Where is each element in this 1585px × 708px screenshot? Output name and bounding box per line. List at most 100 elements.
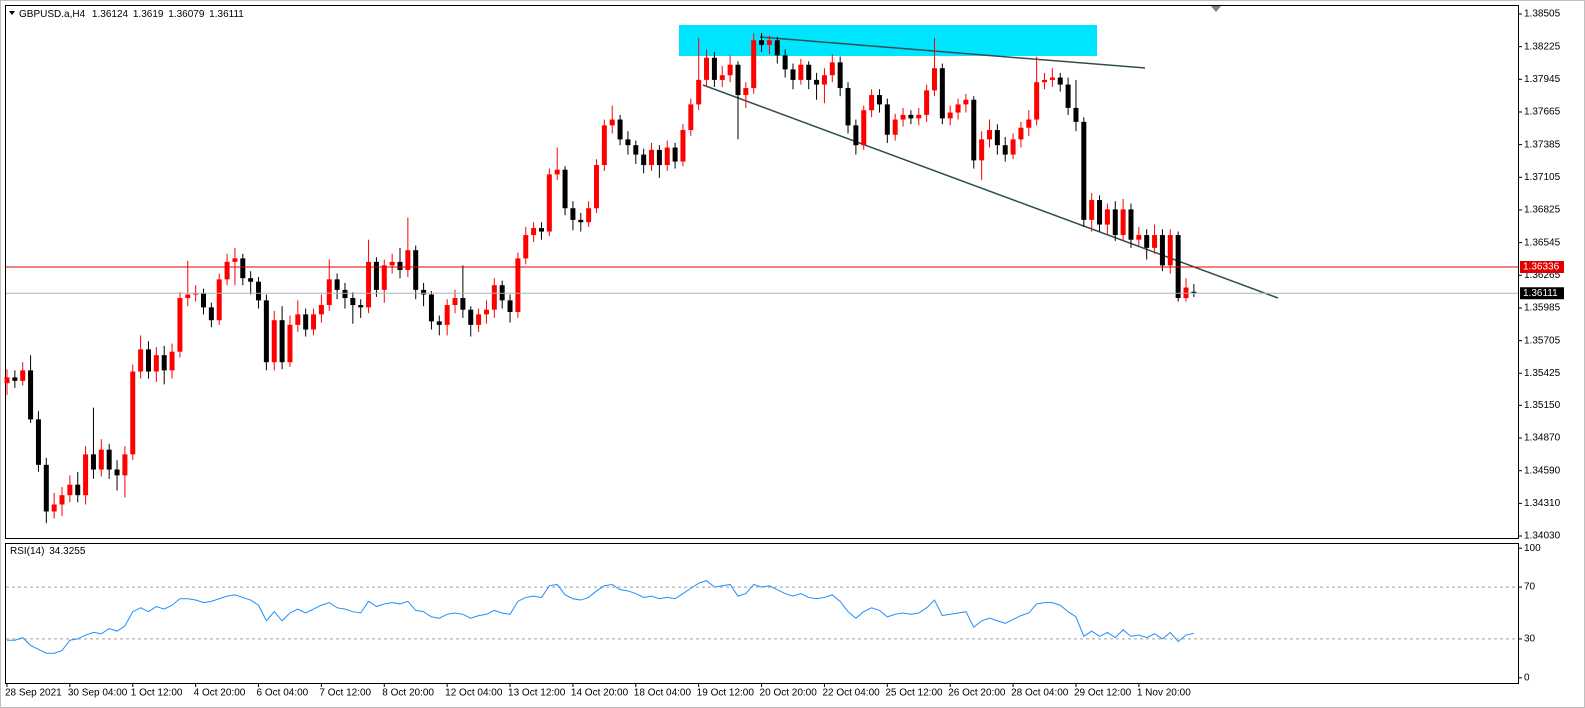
candle-body xyxy=(201,293,206,308)
candle-body xyxy=(1136,235,1142,240)
y-tick-label: 1.36265 xyxy=(1524,270,1561,281)
candle-body xyxy=(248,278,254,282)
x-tick-label: 28 Oct 04:00 xyxy=(1011,688,1069,699)
candle-body xyxy=(774,40,780,56)
candle-body xyxy=(358,305,364,308)
candle-body xyxy=(295,314,301,325)
candle-body xyxy=(963,99,969,105)
candle-body xyxy=(625,139,631,146)
candle-body xyxy=(507,300,513,313)
candle-body xyxy=(476,314,482,325)
candle-body xyxy=(798,64,804,80)
candle-body xyxy=(1081,121,1087,220)
candle-body xyxy=(641,154,647,166)
candle-body xyxy=(1034,82,1040,120)
candle-body xyxy=(311,314,317,330)
candle-body xyxy=(649,149,655,166)
candle-body xyxy=(1144,235,1150,248)
candle-body xyxy=(538,228,544,232)
candle-body xyxy=(554,169,560,175)
candle-body xyxy=(609,119,615,126)
candle-body xyxy=(334,279,340,290)
candle-body xyxy=(821,75,827,85)
candle-body xyxy=(98,449,104,470)
last-low: 1.36079 xyxy=(168,9,205,20)
candle-body xyxy=(570,208,576,220)
rsi-title: RSI(14) 34.3255 xyxy=(10,546,86,557)
candle-body xyxy=(468,309,474,325)
candle-body xyxy=(1018,127,1024,140)
y-tick-label: 70 xyxy=(1524,582,1536,593)
candle-body xyxy=(216,279,222,321)
candle-body xyxy=(1002,145,1008,155)
candle-body xyxy=(1104,209,1110,225)
candle-body xyxy=(436,321,442,325)
candle-body xyxy=(366,261,372,308)
candle-body xyxy=(861,110,867,146)
candle-body xyxy=(680,130,686,162)
candle-body xyxy=(601,125,607,166)
candle-body xyxy=(971,99,977,161)
candle-body xyxy=(876,95,882,105)
candle-body xyxy=(931,68,937,91)
upper-trendline xyxy=(759,36,1146,69)
candle-body xyxy=(688,104,694,131)
candle-body xyxy=(1073,107,1079,122)
y-tick-label: 0 xyxy=(1524,672,1530,683)
candle-body xyxy=(193,293,199,295)
candle-body xyxy=(814,79,820,85)
candle-body xyxy=(1089,200,1095,220)
candle-body xyxy=(743,88,749,96)
candle-body xyxy=(35,419,41,465)
candle-body xyxy=(397,261,403,271)
candle-body xyxy=(979,139,985,161)
last-high: 1.3619 xyxy=(133,9,164,20)
rsi-line xyxy=(7,580,1194,654)
candle-body xyxy=(161,355,167,371)
y-tick-label: 1.34590 xyxy=(1524,465,1561,476)
y-tick-label: 1.37665 xyxy=(1524,107,1561,118)
x-tick-label: 29 Oct 12:00 xyxy=(1074,688,1132,699)
candle-body xyxy=(994,130,1000,146)
candle-body xyxy=(51,504,57,512)
candle-body xyxy=(719,75,725,80)
x-tick-label: 28 Sep 2021 xyxy=(5,688,62,699)
candle-body xyxy=(491,285,497,310)
candle-body xyxy=(1026,119,1032,128)
candle-body xyxy=(806,64,812,80)
candle-body xyxy=(751,40,757,89)
candle-body xyxy=(326,279,332,306)
y-tick-label: 1.35425 xyxy=(1524,368,1561,379)
y-tick-label: 1.35150 xyxy=(1524,400,1561,411)
candle-body xyxy=(4,377,10,384)
candle-body xyxy=(138,349,144,372)
candle-body xyxy=(106,449,112,470)
y-tick-label: 1.36825 xyxy=(1524,205,1561,216)
candle-body xyxy=(240,258,246,279)
x-tick-label: 18 Oct 04:00 xyxy=(634,688,692,699)
candle-body xyxy=(735,64,741,96)
x-tick-label: 30 Sep 04:00 xyxy=(68,688,128,699)
symbol: GBPUSD.a,H4 xyxy=(19,9,86,20)
candle-body xyxy=(987,130,992,140)
x-tick-label: 25 Oct 12:00 xyxy=(885,688,943,699)
x-tick-label: 22 Oct 04:00 xyxy=(822,688,880,699)
x-tick-label: 26 Oct 20:00 xyxy=(948,688,1006,699)
candle-body xyxy=(1010,139,1016,155)
candle-body xyxy=(287,324,293,363)
candle-body xyxy=(900,114,906,120)
candle-body xyxy=(59,495,65,505)
candle-body xyxy=(256,281,262,301)
candle-body xyxy=(350,298,356,306)
candle-body xyxy=(428,294,434,322)
candle-body xyxy=(303,314,309,330)
resistance-zone xyxy=(679,25,1097,56)
candle-body xyxy=(389,261,395,266)
candle-body xyxy=(75,484,81,496)
x-tick-label: 1 Oct 12:00 xyxy=(131,688,183,699)
candle-body xyxy=(617,119,623,140)
candle-body xyxy=(153,355,159,372)
candle-body xyxy=(656,149,662,166)
x-tick-label: 14 Oct 20:00 xyxy=(571,688,629,699)
